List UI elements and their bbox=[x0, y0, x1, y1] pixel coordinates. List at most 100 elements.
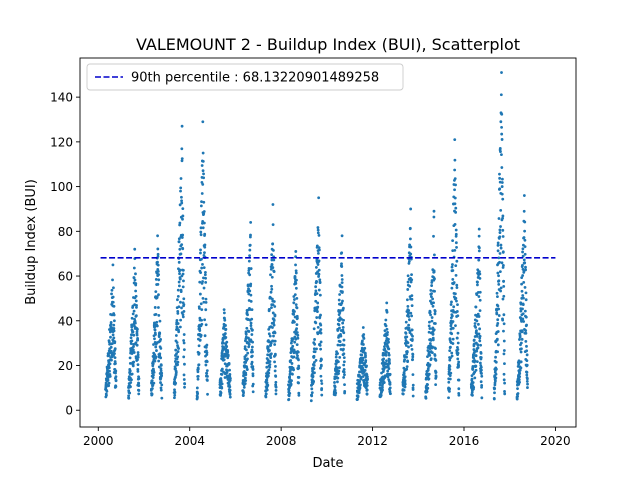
scatter-point bbox=[201, 182, 205, 186]
scatter-point bbox=[518, 375, 522, 379]
scatter-point bbox=[128, 391, 132, 395]
scatter-point bbox=[175, 352, 178, 355]
scatter-point bbox=[157, 313, 161, 317]
scatter-point bbox=[452, 281, 456, 284]
scatter-point bbox=[434, 370, 438, 374]
scatter-point bbox=[382, 357, 386, 361]
scatter-point bbox=[500, 71, 503, 74]
scatter-point bbox=[251, 382, 255, 386]
scatter-point bbox=[340, 274, 344, 277]
scatter-point bbox=[407, 315, 411, 318]
scatter-point bbox=[251, 365, 255, 368]
scatter-point bbox=[496, 330, 500, 333]
scatter-point bbox=[456, 357, 460, 361]
scatter-point bbox=[134, 299, 138, 303]
scatter-point bbox=[525, 344, 528, 348]
y-tick-label: 120 bbox=[50, 135, 73, 149]
scatter-point bbox=[358, 386, 362, 390]
scatter-point bbox=[136, 355, 140, 359]
scatter-point bbox=[317, 248, 321, 252]
scatter-point bbox=[498, 187, 502, 191]
scatter-point bbox=[114, 378, 118, 382]
scatter-point bbox=[159, 381, 162, 384]
scatter-point bbox=[134, 282, 138, 285]
scatter-point bbox=[112, 286, 115, 290]
scatter-point bbox=[249, 220, 253, 224]
scatter-point bbox=[226, 354, 230, 358]
scatter-point bbox=[202, 210, 206, 213]
scatter-points bbox=[104, 71, 529, 403]
scatter-point bbox=[250, 345, 254, 349]
scatter-point bbox=[228, 395, 232, 399]
scatter-point bbox=[385, 333, 389, 337]
scatter-point bbox=[157, 306, 160, 309]
scatter-point bbox=[339, 334, 343, 338]
scatter-point bbox=[495, 337, 499, 341]
scatter-point bbox=[199, 302, 203, 306]
scatter-point bbox=[424, 396, 428, 400]
scatter-point bbox=[477, 258, 481, 262]
scatter-point bbox=[364, 354, 367, 358]
scatter-point bbox=[336, 380, 339, 384]
scatter-point bbox=[448, 364, 452, 368]
scatter-point bbox=[477, 249, 481, 253]
scatter-point bbox=[428, 342, 432, 345]
scatter-point bbox=[477, 295, 481, 298]
scatter-point bbox=[473, 376, 477, 380]
scatter-point bbox=[454, 264, 458, 268]
scatter-point bbox=[272, 323, 276, 327]
scatter-point bbox=[494, 372, 498, 376]
scatter-point bbox=[204, 300, 208, 304]
scatter-point bbox=[320, 382, 324, 385]
scatter-point bbox=[477, 227, 481, 231]
scatter-point bbox=[474, 325, 478, 329]
scatter-point bbox=[448, 374, 452, 378]
scatter-point bbox=[455, 259, 459, 263]
scatter-point bbox=[401, 392, 405, 396]
scatter-point bbox=[130, 372, 134, 376]
scatter-point bbox=[516, 392, 520, 395]
scatter-point bbox=[496, 350, 499, 354]
scatter-point bbox=[197, 344, 201, 348]
scatter-point bbox=[250, 360, 254, 364]
scatter-point bbox=[246, 357, 249, 361]
scatter-point bbox=[494, 367, 498, 371]
scatter-point bbox=[316, 228, 320, 232]
scatter-point bbox=[136, 353, 140, 357]
scatter-point bbox=[320, 393, 324, 397]
scatter-point bbox=[269, 273, 272, 277]
scatter-point bbox=[292, 355, 296, 359]
scatter-point bbox=[341, 306, 345, 310]
scatter-point bbox=[517, 361, 521, 365]
scatter-point bbox=[273, 352, 277, 356]
x-tick-label: 2000 bbox=[83, 434, 114, 448]
scatter-point bbox=[455, 283, 459, 287]
scatter-point bbox=[406, 288, 410, 291]
scatter-point bbox=[312, 367, 316, 371]
scatter-point bbox=[342, 356, 346, 360]
scatter-point bbox=[153, 322, 156, 326]
scatter-point bbox=[180, 306, 183, 310]
x-axis-ticks: 2000 2004 2008 2012 2016 2020 bbox=[83, 427, 571, 448]
scatter-point bbox=[409, 245, 413, 249]
scatter-point bbox=[478, 327, 482, 331]
scatter-point bbox=[478, 272, 482, 276]
scatter-point bbox=[342, 331, 346, 335]
scatter-point bbox=[388, 372, 392, 376]
scatter-point bbox=[199, 204, 203, 208]
scatter-point bbox=[296, 350, 300, 354]
scatter-point bbox=[294, 250, 298, 253]
scatter-point bbox=[221, 341, 225, 345]
scatter-point bbox=[159, 364, 163, 367]
scatter-point bbox=[251, 372, 255, 376]
scatter-point bbox=[220, 386, 224, 390]
scatter-point bbox=[106, 378, 110, 382]
scatter-point bbox=[432, 270, 436, 274]
scatter-point bbox=[449, 356, 452, 360]
scatter-point bbox=[154, 277, 158, 281]
scatter-point bbox=[343, 389, 347, 393]
scatter-point bbox=[340, 262, 343, 266]
scatter-point bbox=[525, 370, 529, 374]
scatter-point bbox=[356, 397, 359, 401]
scatter-point bbox=[197, 306, 201, 310]
